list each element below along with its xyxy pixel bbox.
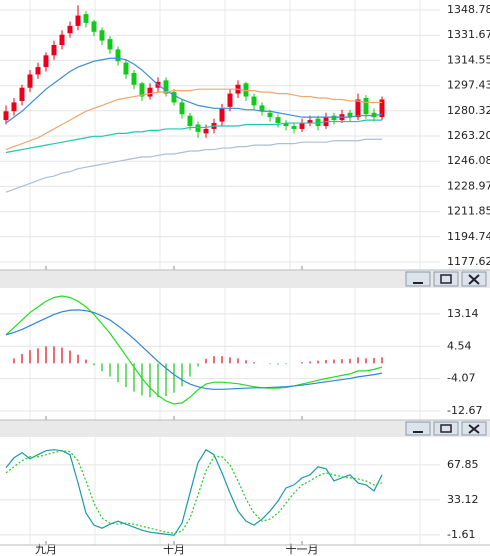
- icon: [440, 424, 452, 433]
- icon: [468, 424, 480, 434]
- candle-body: [315, 118, 321, 126]
- line: [5, 295, 383, 405]
- candle-body: [219, 108, 225, 122]
- y-tick-label: -1.61: [447, 528, 475, 541]
- candle-body: [379, 99, 385, 118]
- candle-body: [283, 123, 289, 126]
- candle-body: [363, 98, 369, 115]
- candle-body: [67, 25, 73, 34]
- candle-body: [267, 112, 273, 118]
- candle-body: [75, 15, 81, 26]
- panel-header: [0, 420, 490, 437]
- icon: [440, 274, 452, 284]
- line: [5, 119, 382, 154]
- y-tick-label: 1177.62: [447, 255, 490, 268]
- candle-body: [347, 112, 353, 118]
- candle-body: [299, 123, 305, 129]
- candle-body: [195, 124, 201, 132]
- candle-body: [259, 105, 265, 112]
- y-tick-label: -4.07: [447, 372, 475, 385]
- candle-body: [139, 83, 145, 97]
- candle-body: [91, 21, 97, 32]
- line: [5, 138, 382, 193]
- minimize-button[interactable]: [405, 271, 431, 287]
- line: [5, 309, 383, 390]
- candle-body: [83, 14, 89, 23]
- y-tick-label: 13.14: [447, 307, 479, 320]
- line: [5, 448, 383, 536]
- candle-body: [11, 102, 17, 112]
- candle-body: [19, 87, 25, 101]
- panel-bars: [0, 269, 490, 546]
- candle-body: [179, 102, 185, 115]
- y-tick-label: 1194.74: [447, 230, 490, 243]
- candle-body: [251, 96, 257, 106]
- line: [5, 88, 382, 151]
- candle-body: [243, 83, 249, 97]
- x-tick-label: 九月: [35, 543, 57, 556]
- y-tick-label: 33.12: [447, 493, 479, 506]
- window-buttons[interactable]: [405, 271, 487, 436]
- candle-body: [275, 117, 281, 124]
- line: [5, 57, 383, 124]
- candle-body: [107, 39, 113, 50]
- candle-body: [35, 67, 41, 75]
- candle-body: [171, 92, 177, 103]
- y-tick-label: 1280.32: [447, 104, 490, 117]
- candle-body: [99, 30, 105, 41]
- candle-body: [203, 128, 209, 134]
- candle-body: [123, 62, 129, 75]
- y-tick-label: 4.54: [447, 339, 472, 352]
- candle-body: [115, 49, 121, 62]
- candle-body: [291, 125, 297, 129]
- candle-body: [163, 80, 169, 94]
- candle-body: [307, 120, 313, 124]
- candle-body: [43, 55, 49, 68]
- candle-body: [147, 87, 153, 97]
- panel-header: [0, 270, 490, 288]
- line: [5, 450, 383, 534]
- y-tick-label: 1246.08: [447, 154, 490, 167]
- y-tick-label: 1348.78: [447, 3, 490, 16]
- y-tick-label: 1331.67: [447, 28, 490, 41]
- maximize-button[interactable]: [433, 271, 459, 287]
- icon: [468, 274, 480, 285]
- candle-body: [3, 111, 9, 121]
- candle-body: [131, 72, 137, 85]
- candle-body: [27, 74, 33, 88]
- y-tick-label: -12.67: [447, 404, 482, 417]
- candle-body: [371, 112, 377, 118]
- y-tick-label: 1211.85: [447, 205, 490, 218]
- candle-body: [51, 45, 57, 56]
- maximize-button[interactable]: [433, 421, 459, 436]
- candle-body: [227, 93, 233, 107]
- y-tick-label: 67.85: [447, 458, 479, 471]
- y-tick-label: 1228.97: [447, 179, 490, 192]
- candle-body: [187, 115, 193, 126]
- y-tick-label: 1263.20: [447, 129, 490, 142]
- candle-body: [331, 115, 337, 121]
- minimize-button[interactable]: [405, 421, 431, 436]
- y-tick-label: 1297.43: [447, 79, 490, 92]
- candle-body: [355, 99, 361, 118]
- candle-body: [59, 34, 65, 46]
- y-tick-label: 1314.55: [447, 53, 490, 66]
